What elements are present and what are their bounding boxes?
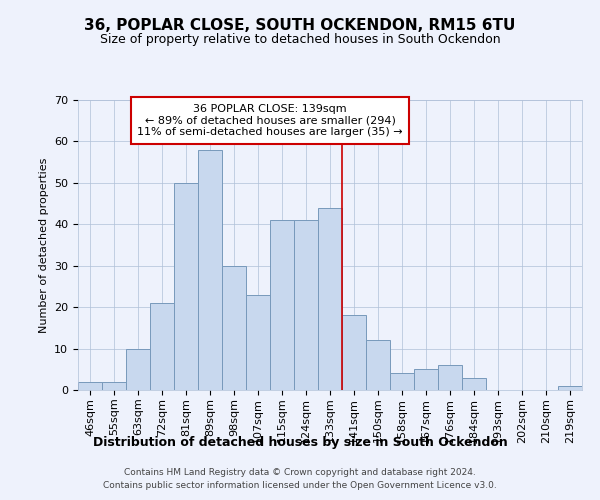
Bar <box>414 370 438 390</box>
Bar <box>558 386 582 390</box>
Bar <box>102 382 126 390</box>
Text: Distribution of detached houses by size in South Ockendon: Distribution of detached houses by size … <box>92 436 508 449</box>
Bar <box>318 208 342 390</box>
Text: Size of property relative to detached houses in South Ockendon: Size of property relative to detached ho… <box>100 32 500 46</box>
Bar <box>294 220 318 390</box>
Text: Contains public sector information licensed under the Open Government Licence v3: Contains public sector information licen… <box>103 480 497 490</box>
Y-axis label: Number of detached properties: Number of detached properties <box>38 158 49 332</box>
Bar <box>438 365 462 390</box>
Bar <box>222 266 246 390</box>
Text: 36, POPLAR CLOSE, SOUTH OCKENDON, RM15 6TU: 36, POPLAR CLOSE, SOUTH OCKENDON, RM15 6… <box>85 18 515 32</box>
Bar <box>390 374 414 390</box>
Bar <box>246 294 270 390</box>
Bar <box>150 303 174 390</box>
Bar <box>126 348 150 390</box>
Bar <box>462 378 486 390</box>
Text: 36 POPLAR CLOSE: 139sqm
← 89% of detached houses are smaller (294)
11% of semi-d: 36 POPLAR CLOSE: 139sqm ← 89% of detache… <box>137 104 403 138</box>
Bar <box>198 150 222 390</box>
Bar <box>78 382 102 390</box>
Bar <box>174 183 198 390</box>
Bar <box>366 340 390 390</box>
Text: Contains HM Land Registry data © Crown copyright and database right 2024.: Contains HM Land Registry data © Crown c… <box>124 468 476 477</box>
Bar <box>270 220 294 390</box>
Bar <box>342 316 366 390</box>
